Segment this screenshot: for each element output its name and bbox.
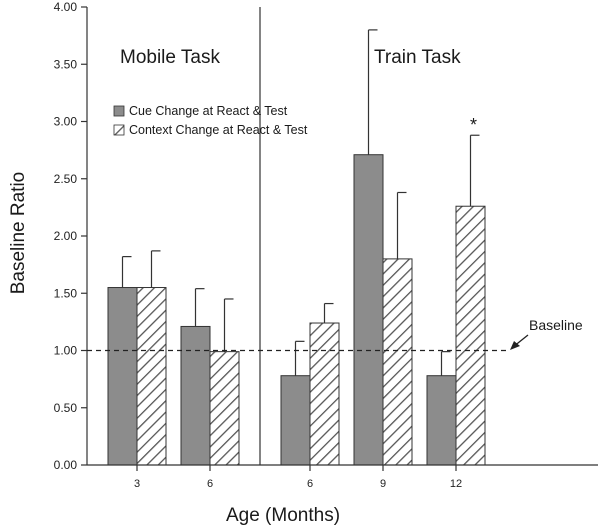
bar-context-change bbox=[455, 205, 486, 466]
y-tick-label: 0.00 bbox=[54, 458, 78, 472]
bar-cue-change bbox=[426, 375, 457, 466]
significance-star: * bbox=[470, 115, 477, 135]
x-axis-ticks: 3 6 6 9 12 bbox=[134, 465, 462, 490]
y-tick-label: 0.50 bbox=[54, 401, 78, 415]
bar-context-change bbox=[382, 258, 413, 466]
legend-swatch-cue bbox=[113, 105, 125, 117]
bar-context-change bbox=[136, 287, 167, 466]
bar-cue-change bbox=[280, 375, 311, 466]
panel-title-train: Train Task bbox=[374, 47, 461, 68]
panel-title-mobile: Mobile Task bbox=[120, 47, 220, 68]
x-tick-label: 6 bbox=[307, 478, 313, 490]
x-tick-label: 9 bbox=[380, 478, 386, 490]
baseline-label: Baseline bbox=[529, 317, 583, 333]
y-tick-label: 3.00 bbox=[54, 115, 78, 129]
legend-swatch-context bbox=[113, 124, 125, 136]
y-tick-label: 4.00 bbox=[54, 0, 78, 14]
x-tick-label: 6 bbox=[207, 478, 213, 490]
y-tick-label: 2.50 bbox=[54, 172, 78, 186]
x-tick-label: 12 bbox=[450, 478, 462, 490]
error-bars-group bbox=[121, 29, 480, 376]
y-axis-title: Baseline Ratio bbox=[8, 172, 29, 295]
y-tick-label: 3.50 bbox=[54, 57, 78, 71]
bar-context-change bbox=[209, 351, 240, 466]
legend-label-context: Context Change at React & Test bbox=[129, 123, 308, 137]
bar-cue-change bbox=[107, 287, 138, 466]
legend: Cue Change at React & Test Context Chang… bbox=[113, 104, 308, 137]
y-tick-label: 2.00 bbox=[54, 229, 78, 243]
bar-cue-change bbox=[353, 154, 384, 466]
bars-group bbox=[107, 154, 486, 466]
legend-label-cue: Cue Change at React & Test bbox=[129, 104, 288, 118]
bar-cue-change bbox=[180, 325, 211, 466]
y-tick-label: 1.50 bbox=[54, 286, 78, 300]
y-axis-ticks: 0.00 0.50 1.00 1.50 2.00 2.50 3.00 3.50 4.00 bbox=[54, 0, 87, 472]
baseline-arrow bbox=[510, 334, 529, 350]
x-tick-label: 3 bbox=[134, 478, 140, 490]
bar-context-change bbox=[309, 322, 340, 466]
x-axis-title: Age (Months) bbox=[226, 505, 340, 526]
y-tick-label: 1.00 bbox=[54, 344, 78, 358]
